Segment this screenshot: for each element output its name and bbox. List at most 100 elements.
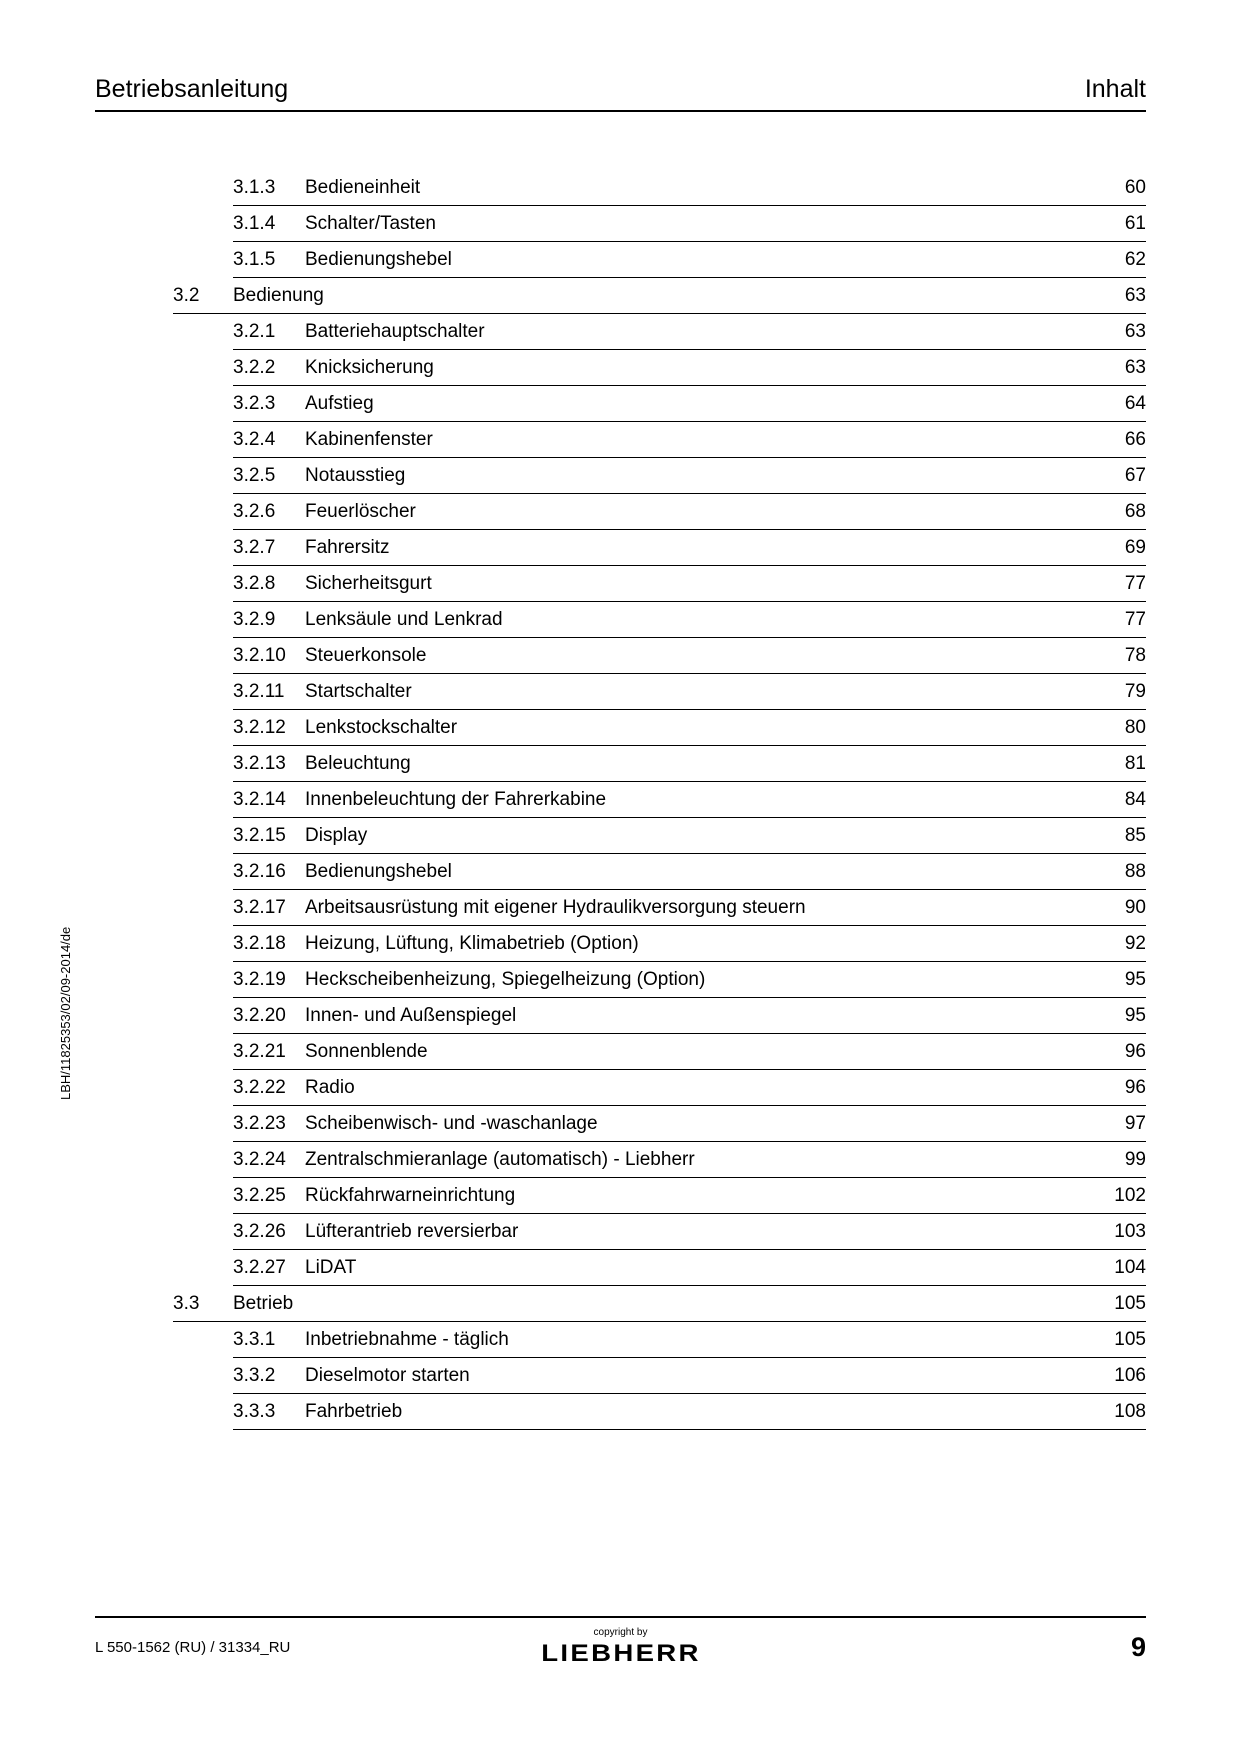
toc-number: 3.2.9 <box>233 609 305 631</box>
toc-section-number: 3.3 <box>173 1293 233 1315</box>
footer-rule <box>95 1616 1146 1618</box>
toc-page: 77 <box>1086 573 1146 595</box>
toc-title: Zentralschmieranlage (automatisch) - Lie… <box>305 1149 1086 1171</box>
toc-row: 3.2.4Kabinenfenster66 <box>233 422 1146 458</box>
toc-page: 84 <box>1086 789 1146 811</box>
toc-page: 63 <box>1086 321 1146 343</box>
toc-title: Innenbeleuchtung der Fahrerkabine <box>305 789 1086 811</box>
toc-number: 3.2.23 <box>233 1113 305 1135</box>
document-page: Betriebsanleitung Inhalt 3.1.3Bedieneinh… <box>0 0 1241 1754</box>
toc-page: 105 <box>1086 1329 1146 1351</box>
toc-title: Inbetriebnahme - täglich <box>305 1329 1086 1351</box>
toc-page: 66 <box>1086 429 1146 451</box>
toc-page: 97 <box>1086 1113 1146 1135</box>
toc-title: Lenksäule und Lenkrad <box>305 609 1086 631</box>
toc-row: 3.2.10Steuerkonsole78 <box>233 638 1146 674</box>
toc-page: 78 <box>1086 645 1146 667</box>
toc-page: 106 <box>1086 1365 1146 1387</box>
toc-title: Bedienung <box>233 285 1086 307</box>
page-footer: L 550-1562 (RU) / 31334_RU copyright by … <box>95 1632 1146 1663</box>
toc-title: Notausstieg <box>305 465 1086 487</box>
toc-title: Bedieneinheit <box>305 177 1086 199</box>
toc-page: 60 <box>1086 177 1146 199</box>
brand-logo-text: LIEBHERR <box>541 1640 700 1668</box>
toc-row: 3.2.15Display85 <box>233 818 1146 854</box>
toc-number: 3.2.11 <box>233 681 305 703</box>
toc-row: 3.2.26Lüfterantrieb reversierbar103 <box>233 1214 1146 1250</box>
toc-page: 95 <box>1086 969 1146 991</box>
toc-title: Lüfterantrieb reversierbar <box>305 1221 1086 1243</box>
toc-title: Scheibenwisch- und -waschanlage <box>305 1113 1086 1135</box>
toc-number: 3.1.3 <box>233 177 305 199</box>
toc-title: Display <box>305 825 1086 847</box>
toc-number: 3.2.24 <box>233 1149 305 1171</box>
toc-number: 3.2.18 <box>233 933 305 955</box>
toc-number: 3.2.2 <box>233 357 305 379</box>
toc-title: Rückfahrwarneinrichtung <box>305 1185 1086 1207</box>
toc-number: 3.2.7 <box>233 537 305 559</box>
header-right: Inhalt <box>1085 75 1146 104</box>
toc-title: Steuerkonsole <box>305 645 1086 667</box>
toc-page: 77 <box>1086 609 1146 631</box>
toc-number: 3.2.5 <box>233 465 305 487</box>
toc-number: 3.3.1 <box>233 1329 305 1351</box>
footer-doc-id: L 550-1562 (RU) / 31334_RU <box>95 1639 290 1656</box>
toc-number: 3.2.4 <box>233 429 305 451</box>
toc-page: 61 <box>1086 213 1146 235</box>
toc-row: 3.2.23Scheibenwisch- und -waschanlage97 <box>233 1106 1146 1142</box>
toc-page: 67 <box>1086 465 1146 487</box>
toc-number: 3.2.1 <box>233 321 305 343</box>
toc-row: 3.3.2Dieselmotor starten106 <box>233 1358 1146 1394</box>
header-left: Betriebsanleitung <box>95 75 288 104</box>
toc-page: 103 <box>1086 1221 1146 1243</box>
toc-title: Aufstieg <box>305 393 1086 415</box>
toc-row: 3.2.3Aufstieg64 <box>233 386 1146 422</box>
toc-page: 63 <box>1086 357 1146 379</box>
toc-row: 3.2.2Knicksicherung63 <box>233 350 1146 386</box>
toc-title: Sicherheitsgurt <box>305 573 1086 595</box>
toc-row: 3.2.20Innen- und Außenspiegel95 <box>233 998 1146 1034</box>
toc-page: 85 <box>1086 825 1146 847</box>
toc-number: 3.2.20 <box>233 1005 305 1027</box>
toc-row: 3.2.21Sonnenblende96 <box>233 1034 1146 1070</box>
toc-page: 68 <box>1086 501 1146 523</box>
toc-page: 69 <box>1086 537 1146 559</box>
toc-number: 3.2.13 <box>233 753 305 775</box>
toc-title: LiDAT <box>305 1257 1086 1279</box>
toc-page: 102 <box>1086 1185 1146 1207</box>
toc-row: 3.2.6Feuerlöscher68 <box>233 494 1146 530</box>
toc-number: 3.2.22 <box>233 1077 305 1099</box>
page-number: 9 <box>1131 1632 1146 1663</box>
toc-title: Betrieb <box>233 1293 1086 1315</box>
toc-title: Batteriehauptschalter <box>305 321 1086 343</box>
toc-page: 79 <box>1086 681 1146 703</box>
toc-page: 63 <box>1086 285 1146 307</box>
toc-page: 105 <box>1086 1293 1146 1315</box>
toc-row: 3.2.24Zentralschmieranlage (automatisch)… <box>233 1142 1146 1178</box>
toc-title: Sonnenblende <box>305 1041 1086 1063</box>
toc-title: Bedienungshebel <box>305 861 1086 883</box>
copyright-label: copyright by <box>551 1627 690 1638</box>
toc-number: 3.2.27 <box>233 1257 305 1279</box>
toc-row: 3.2.22Radio96 <box>233 1070 1146 1106</box>
toc-number: 3.2.16 <box>233 861 305 883</box>
toc-page: 95 <box>1086 1005 1146 1027</box>
toc-title: Beleuchtung <box>305 753 1086 775</box>
toc-row: 3.2.25Rückfahrwarneinrichtung102 <box>233 1178 1146 1214</box>
toc-title: Startschalter <box>305 681 1086 703</box>
table-of-contents: 3.1.3Bedieneinheit60 3.1.4Schalter/Tasten… <box>233 170 1146 1430</box>
toc-number: 3.1.4 <box>233 213 305 235</box>
toc-row: 3.2.13Beleuchtung81 <box>233 746 1146 782</box>
toc-row: 3.2.1Batteriehauptschalter63 <box>233 314 1146 350</box>
toc-row: 3.2.8Sicherheitsgurt77 <box>233 566 1146 602</box>
toc-row: 3.2.19Heckscheibenheizung, Spiegelheizun… <box>233 962 1146 998</box>
toc-title: Arbeitsausrüstung mit eigener Hydraulikv… <box>305 897 1086 919</box>
toc-number: 3.2.17 <box>233 897 305 919</box>
toc-number: 3.2.12 <box>233 717 305 739</box>
toc-title: Dieselmotor starten <box>305 1365 1086 1387</box>
toc-title: Radio <box>305 1077 1086 1099</box>
toc-row: 3.2.11Startschalter79 <box>233 674 1146 710</box>
toc-row: 3.2.17Arbeitsausrüstung mit eigener Hydr… <box>233 890 1146 926</box>
toc-row: 3.1.4Schalter/Tasten61 <box>233 206 1146 242</box>
side-document-code: LBH/11825353/02/09-2014/de <box>58 927 73 1100</box>
